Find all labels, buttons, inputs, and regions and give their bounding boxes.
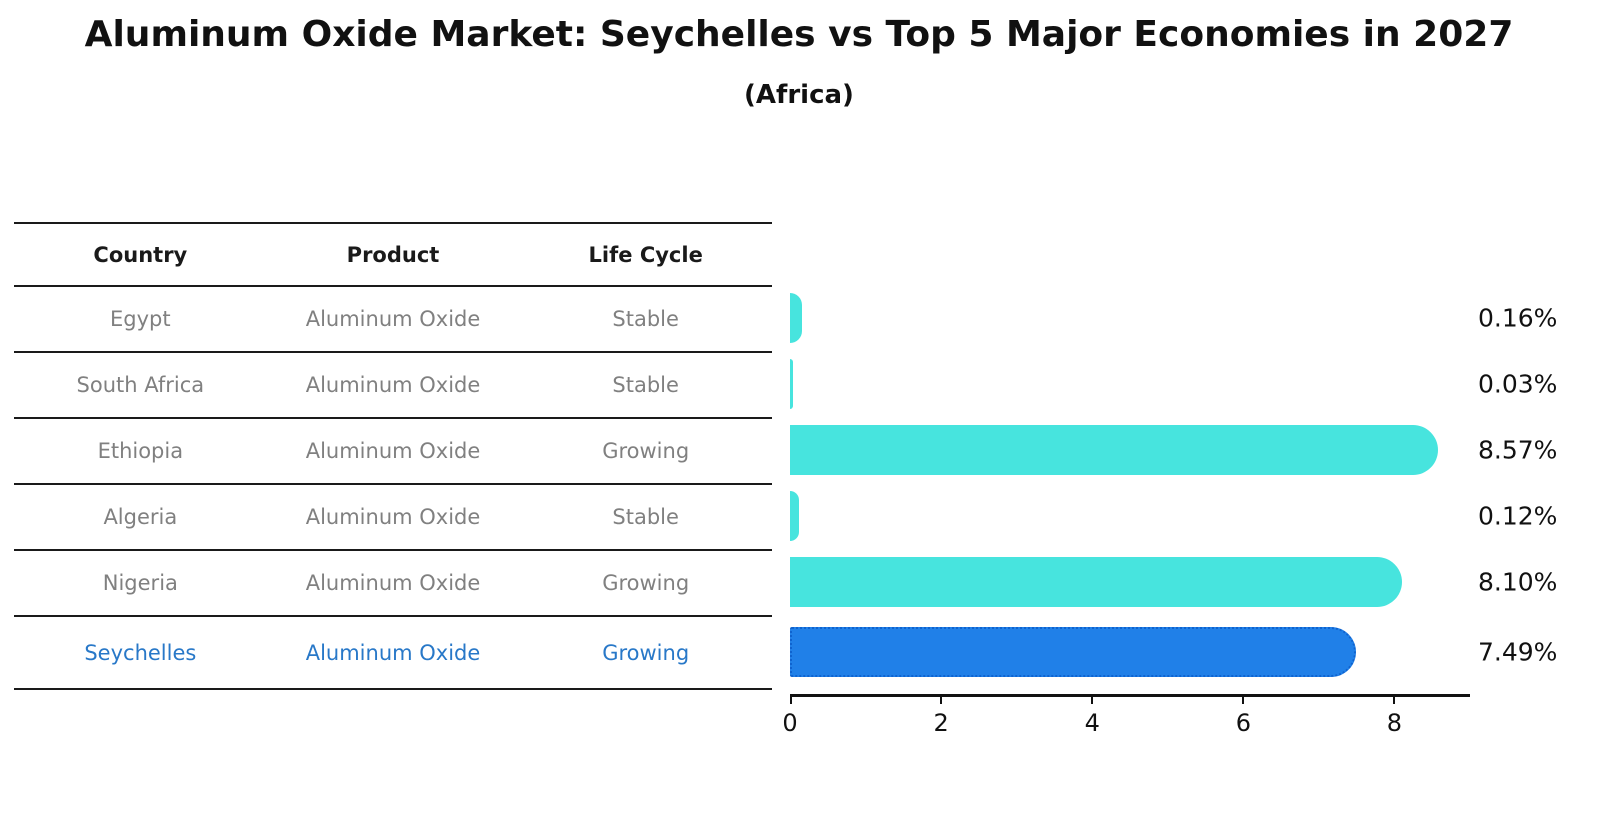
- bar-value-label-ethiopia: 8.57%: [1478, 435, 1558, 465]
- x-axis-tick-label-6: 6: [1235, 709, 1251, 737]
- cell-product: Aluminum Oxide: [305, 640, 481, 665]
- bar-value-label-south-africa: 0.03%: [1478, 369, 1558, 399]
- table-row: Algeria Aluminum Oxide Stable: [14, 485, 772, 551]
- cell-life-cycle: Stable: [612, 307, 679, 331]
- bar-value-label-algeria: 0.12%: [1478, 501, 1558, 531]
- x-axis-tick-0: [790, 694, 792, 704]
- bar-value-label-nigeria: 8.10%: [1478, 567, 1558, 597]
- table-body: Egypt Aluminum Oxide Stable South Africa…: [14, 287, 772, 690]
- cell-life-cycle: Stable: [612, 373, 679, 397]
- cell-life-cycle: Growing: [602, 439, 690, 463]
- cell-life-cycle: Stable: [612, 505, 679, 529]
- table-row: Nigeria Aluminum Oxide Growing: [14, 551, 772, 617]
- column-header-country: Country: [93, 242, 188, 267]
- table-header-row: Country Product Life Cycle: [14, 224, 772, 287]
- bar-value-label-seychelles: 7.49%: [1478, 637, 1558, 666]
- x-axis-tick-label-2: 2: [933, 709, 949, 737]
- x-axis-tick-label-4: 4: [1084, 709, 1100, 737]
- bar-value-label-egypt: 0.16%: [1478, 303, 1558, 333]
- cell-product: Aluminum Oxide: [305, 571, 481, 595]
- cell-product: Aluminum Oxide: [305, 505, 481, 529]
- bar-seychelles: [790, 626, 1356, 677]
- bar-nigeria: [790, 557, 1402, 607]
- bar-egypt: [790, 293, 803, 343]
- cell-product: Aluminum Oxide: [305, 307, 481, 331]
- table-row: South Africa Aluminum Oxide Stable: [14, 353, 772, 419]
- table-row: Egypt Aluminum Oxide Stable: [14, 287, 772, 353]
- x-axis-tick-label-8: 8: [1386, 709, 1403, 737]
- column-header-life-cycle: Life Cycle: [588, 242, 703, 267]
- cell-life-cycle: Growing: [602, 571, 690, 595]
- table-row: Ethiopia Aluminum Oxide Growing: [14, 419, 772, 485]
- cell-life-cycle: Growing: [602, 640, 690, 665]
- x-axis-tick-4: [1091, 694, 1094, 704]
- country-table: Country Product Life Cycle Egypt Aluminu…: [14, 222, 772, 690]
- bar-ethiopia: [790, 425, 1438, 475]
- x-axis-tick-label-0: 0: [782, 709, 798, 737]
- cell-country: South Africa: [76, 373, 205, 397]
- x-axis-tick-6: [1242, 694, 1245, 704]
- bar-algeria: [790, 491, 800, 541]
- chart-subtitle: (Africa): [744, 80, 854, 110]
- cell-product: Aluminum Oxide: [305, 373, 481, 397]
- table-row: Seychelles Aluminum Oxide Growing: [14, 617, 772, 690]
- cell-country: Nigeria: [102, 571, 178, 595]
- bar-chart-plot-area: 0.16% 0.03% 8.57% 0.12% 8.10% 7.49% 0 2 4 6 8: [782, 285, 1557, 737]
- chart-title: Aluminum Oxide Market: Seychelles vs Top…: [84, 14, 1514, 55]
- cell-country: Seychelles: [84, 640, 197, 665]
- cell-country: Algeria: [103, 505, 178, 529]
- bar-south-africa: [790, 359, 793, 409]
- column-header-product: Product: [346, 242, 440, 267]
- x-axis-tick-2: [940, 694, 943, 704]
- x-axis-tick-8: [1393, 694, 1396, 704]
- cell-country: Egypt: [110, 307, 171, 331]
- cell-product: Aluminum Oxide: [305, 439, 481, 463]
- cell-country: Ethiopia: [97, 439, 184, 463]
